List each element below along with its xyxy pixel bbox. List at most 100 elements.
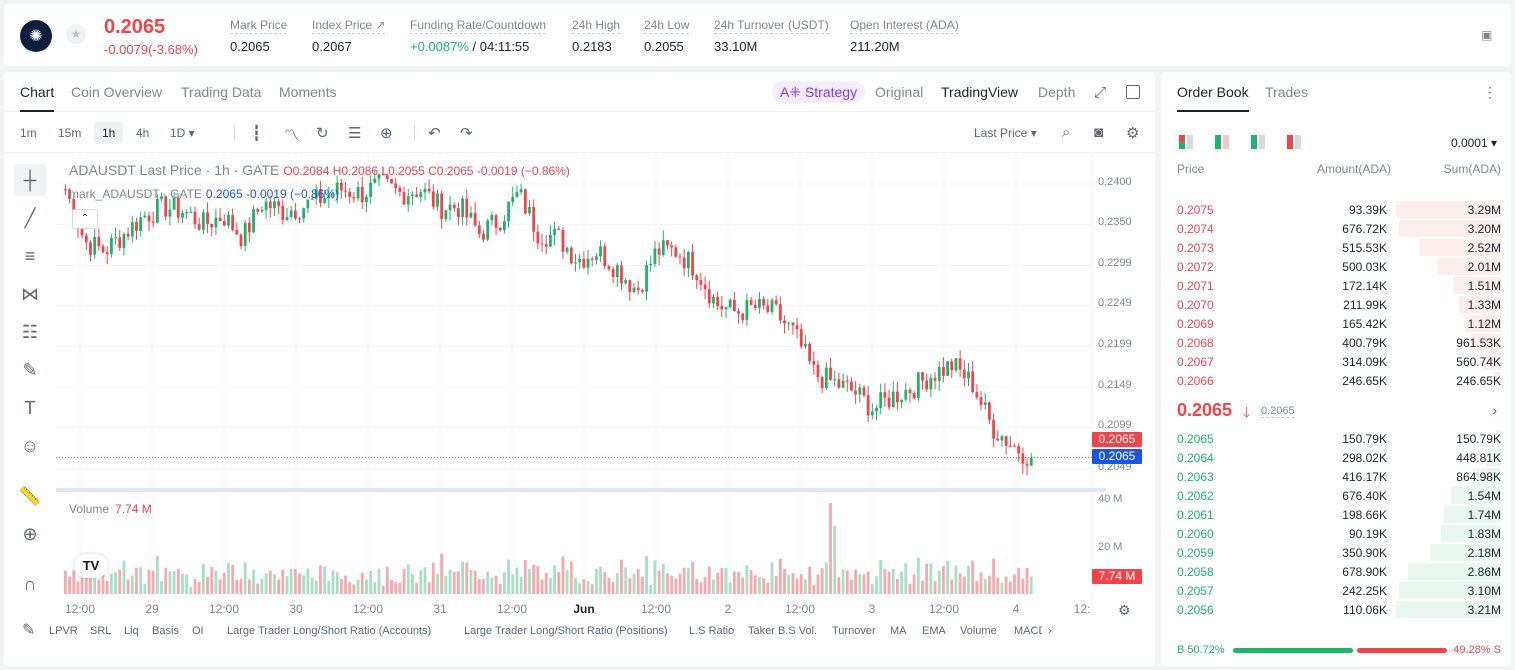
bid-row[interactable]: 0.2056 110.06K 3.21M xyxy=(1161,600,1511,619)
indicator-volume[interactable]: Volume xyxy=(960,625,997,637)
timeframe-1h[interactable]: 1h xyxy=(94,122,124,144)
bid-row[interactable]: 0.2061 198.66K 1.74M xyxy=(1161,505,1511,524)
depth-bar xyxy=(1452,277,1501,294)
tab-trades[interactable]: Trades xyxy=(1265,84,1309,100)
add-plus-icon[interactable]: ⊕ xyxy=(380,125,393,142)
mark-legend: mark_ADAUSDT · GATE 0.2065 -0.0019 (−0.86… xyxy=(69,187,339,201)
horizontal-lines-icon[interactable]: ≡ xyxy=(24,246,36,266)
indicator-macd[interactable]: MACD xyxy=(1014,625,1042,637)
ask-row[interactable]: 0.2075 93.39K 3.29M xyxy=(1161,200,1511,219)
emoji-icon[interactable]: ☺ xyxy=(20,436,40,456)
search-icon[interactable]: ⌕ xyxy=(1062,124,1071,141)
indicator-turnover[interactable]: Turnover xyxy=(832,625,876,637)
asks-mode-icon[interactable] xyxy=(1251,135,1265,149)
ask-row[interactable]: 0.2070 211.99K 1.33M xyxy=(1161,295,1511,314)
stat-index-price[interactable]: Index Price ↗ 0.2067 xyxy=(312,18,386,54)
sells-mode-icon[interactable] xyxy=(1287,135,1301,149)
volume-bar xyxy=(707,566,711,594)
indicator-icon[interactable]: 〽 xyxy=(284,127,300,144)
ruler-icon[interactable]: 📏 xyxy=(18,486,42,506)
volume-bar xyxy=(440,553,444,594)
price-type-select[interactable]: Last Price ▾ xyxy=(974,126,1037,140)
candle xyxy=(795,325,799,329)
view-depth[interactable]: Depth xyxy=(1038,84,1076,100)
brush-icon[interactable]: ✎ xyxy=(22,360,38,380)
ask-row[interactable]: 0.2067 314.09K 560.74K xyxy=(1161,352,1511,371)
indicator-ma[interactable]: MA xyxy=(890,625,907,637)
timeframe-1m[interactable]: 1m xyxy=(20,126,37,140)
ask-row[interactable]: 0.2072 500.03K 2.01M xyxy=(1161,257,1511,276)
ask-row[interactable]: 0.2074 676.72K 3.20M xyxy=(1161,219,1511,238)
ask-row[interactable]: 0.2068 400.79K 961.53K xyxy=(1161,333,1511,352)
ask-row[interactable]: 0.2071 172.14K 1.51M xyxy=(1161,276,1511,295)
bid-row[interactable]: 0.2058 678.90K 2.86M xyxy=(1161,562,1511,581)
indicator-lpvr[interactable]: LPVR xyxy=(49,625,78,637)
undo-icon[interactable]: ↶ xyxy=(428,125,441,142)
bid-row[interactable]: 0.2060 90.19K 1.83M xyxy=(1161,524,1511,543)
timeframe-15m[interactable]: 15m xyxy=(58,126,82,140)
chevron-right-icon[interactable]: › xyxy=(1048,625,1052,637)
candle xyxy=(950,361,954,371)
tab-chart[interactable]: Chart xyxy=(20,84,55,112)
indicator-srl[interactable]: SRL xyxy=(90,625,112,637)
zoom-icon[interactable]: ⊕ xyxy=(22,524,38,544)
expand-icon[interactable]: ⤢ xyxy=(1094,84,1107,101)
indicator-liq[interactable]: Liq xyxy=(124,625,139,637)
view-tradingview[interactable]: TradingView xyxy=(941,84,1019,100)
candle-type-icon[interactable]: ┇ xyxy=(252,125,262,142)
tab-order-book[interactable]: Order Book xyxy=(1177,84,1249,112)
redo-icon[interactable]: ↷ xyxy=(460,125,473,142)
crosshair-icon[interactable]: ┼ xyxy=(14,164,46,196)
tab-trading-data[interactable]: Trading Data xyxy=(181,84,262,100)
magnet-icon[interactable]: ∩ xyxy=(23,574,37,594)
indicator-ls-accounts[interactable]: Large Trader Long/Short Ratio (Accounts) xyxy=(227,625,432,637)
view-original[interactable]: Original xyxy=(875,84,924,100)
indicator-ema[interactable]: EMA xyxy=(922,625,946,637)
axis-settings-icon[interactable]: ⚙ xyxy=(1118,602,1131,618)
bid-row[interactable]: 0.2064 298.02K 448.81K xyxy=(1161,448,1511,467)
bid-row[interactable]: 0.2063 416.17K 864.98K xyxy=(1161,467,1511,486)
indicator-taker-vol[interactable]: Taker B.S Vol. xyxy=(748,625,818,637)
bids-mode-icon[interactable] xyxy=(1215,135,1229,149)
more-icon[interactable]: ⋮ xyxy=(1483,84,1497,100)
replay-icon[interactable]: ↻ xyxy=(316,125,329,142)
ask-row[interactable]: 0.2069 165.42K 1.12M xyxy=(1161,314,1511,333)
window-icon[interactable] xyxy=(1126,85,1140,99)
indicator-oi[interactable]: OI xyxy=(192,625,204,637)
y-tick: 0.2049 xyxy=(1098,461,1132,473)
bid-row[interactable]: 0.2065 150.79K 150.79K xyxy=(1161,429,1511,448)
chevron-right-icon[interactable]: › xyxy=(1492,402,1497,418)
bid-row[interactable]: 0.2057 242.25K 3.10M xyxy=(1161,581,1511,600)
strategy-button[interactable]: A⁜ Strategy xyxy=(772,81,866,103)
collapse-legend-button[interactable]: ⌃ xyxy=(72,209,98,229)
indicator-ls-ratio[interactable]: L.S Ratio xyxy=(689,625,735,637)
ask-row[interactable]: 0.2073 515.53K 2.52M xyxy=(1161,238,1511,257)
volume-bar xyxy=(139,567,143,594)
timeframe-4h[interactable]: 4h xyxy=(136,126,150,140)
candle xyxy=(427,188,431,192)
indicator-ls-positions[interactable]: Large Trader Long/Short Ratio (Positions… xyxy=(464,625,668,637)
both-sides-mode-icon[interactable] xyxy=(1179,135,1193,149)
tab-coin-overview[interactable]: Coin Overview xyxy=(71,84,163,100)
pane-separator[interactable] xyxy=(56,488,1106,492)
depth-bar xyxy=(1396,601,1501,618)
trendline-icon[interactable]: ╱ xyxy=(24,208,36,228)
book-icon[interactable]: ▣ xyxy=(1481,28,1493,42)
volume-bar xyxy=(921,581,924,594)
settings-list-icon[interactable]: ☰ xyxy=(348,125,362,142)
timeframe-1d[interactable]: 1D ▾ xyxy=(170,126,195,140)
ask-row[interactable]: 0.2066 246.65K 246.65K xyxy=(1161,371,1511,390)
pattern-icon[interactable]: ⋈ xyxy=(21,284,39,304)
precision-select[interactable]: 0.0001 ▾ xyxy=(1450,136,1497,150)
bid-row[interactable]: 0.2059 350.90K 2.18M xyxy=(1161,543,1511,562)
bid-row[interactable]: 0.2062 676.40K 1.54M xyxy=(1161,486,1511,505)
pencil-icon[interactable]: ✎ xyxy=(22,622,36,639)
text-icon[interactable]: T xyxy=(24,398,36,418)
indicator-basis[interactable]: Basis xyxy=(152,625,179,637)
tab-moments[interactable]: Moments xyxy=(279,84,337,100)
gear-icon[interactable]: ⚙ xyxy=(1126,125,1140,142)
price-chart[interactable] xyxy=(56,154,1106,604)
fib-icon[interactable]: ☷ xyxy=(21,322,39,342)
star-icon[interactable]: ★ xyxy=(66,24,86,44)
camera-icon[interactable]: ◙ xyxy=(1094,124,1104,141)
